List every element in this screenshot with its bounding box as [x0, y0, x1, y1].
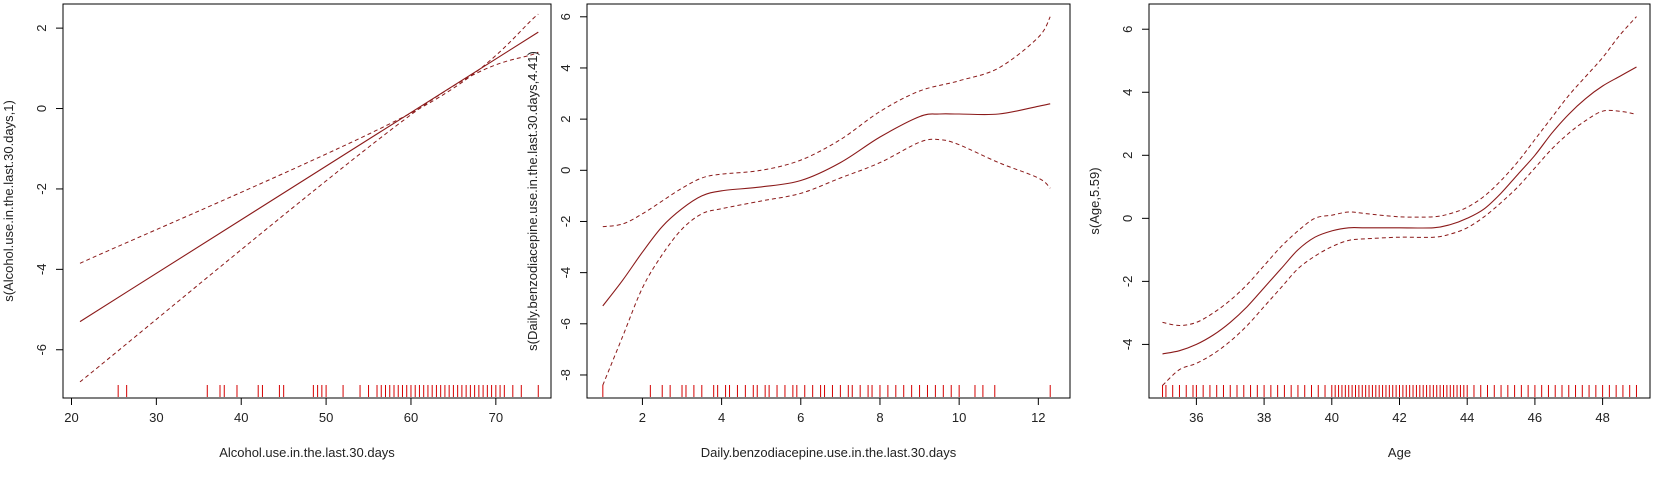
y-axis-label: s(Alcohol.use.in.the.last.30.days,1) [1, 100, 16, 302]
y-tick-label: 2 [34, 25, 49, 32]
x-tick-label: 2 [639, 410, 646, 425]
y-tick-label: 0 [1120, 215, 1135, 222]
y-tick-label: -2 [558, 216, 573, 228]
smooth-fit-line [602, 103, 1051, 307]
x-tick-label: 40 [234, 410, 248, 425]
y-tick-label: 4 [558, 64, 573, 71]
x-tick-label: 38 [1257, 410, 1271, 425]
panel-daily-benzodiacepine-use: 2 4 6 8 10 12 -8 -6 -4 -2 0 2 4 6 Daily.benzodiacepine… [525, 3, 1071, 460]
x-axis-label: Alcohol.use.in.the.last.30.days [219, 445, 395, 460]
x-tick-label: 42 [1392, 410, 1406, 425]
upper-confidence-line [1162, 16, 1637, 327]
y-tick-label: -4 [1120, 339, 1135, 351]
x-tick-label: 46 [1528, 410, 1542, 425]
x-tick-label: 40 [1325, 410, 1339, 425]
x-tick-label: 4 [718, 410, 725, 425]
x-tick-label: 44 [1460, 410, 1474, 425]
lower-confidence-line [1162, 109, 1637, 386]
x-tick-label: 12 [1031, 410, 1045, 425]
panel-alcohol-use: 20 30 40 50 60 70 -6 -4 -2 0 2 Alcohol.use.in.the.l… [1, 3, 552, 460]
upper-confidence-line [602, 16, 1051, 228]
lower-confidence-line [602, 138, 1051, 386]
x-axis-label: Age [1388, 445, 1411, 460]
y-tick-label: 0 [558, 167, 573, 174]
x-axis-label: Daily.benzodiacepine.use.in.the.last.30.… [701, 445, 957, 460]
plot-frame [586, 3, 1071, 399]
x-tick-label: 36 [1189, 410, 1203, 425]
y-tick-label: -2 [34, 183, 49, 195]
lower-confidence-line [79, 51, 539, 383]
plot-frame [62, 3, 552, 399]
y-axis-label: s(Daily.benzodiacepine.use.in.the.last.3… [525, 51, 540, 351]
y-tick-label: -2 [1120, 276, 1135, 288]
smooth-fit-line [1162, 66, 1637, 355]
x-tick-label: 70 [489, 410, 503, 425]
x-tick-label: 10 [952, 410, 966, 425]
x-tick-label: 8 [876, 410, 883, 425]
x-tick-label: 60 [404, 410, 418, 425]
plot-frame [1148, 3, 1651, 399]
upper-confidence-line [79, 13, 539, 264]
y-tick-label: -6 [34, 344, 49, 356]
y-tick-label: 2 [558, 116, 573, 123]
y-tick-label: 4 [1120, 89, 1135, 96]
x-tick-label: 20 [64, 410, 78, 425]
x-tick-label: 30 [149, 410, 163, 425]
smooth-fit-line [79, 31, 539, 323]
y-tick-label: -8 [558, 369, 573, 381]
x-tick-label: 50 [319, 410, 333, 425]
y-tick-label: 0 [34, 105, 49, 112]
y-axis-label: s(Age,5.59) [1087, 167, 1102, 234]
y-tick-label: 6 [558, 13, 573, 20]
x-tick-label: 6 [797, 410, 804, 425]
y-tick-label: -6 [558, 318, 573, 330]
y-tick-label: -4 [558, 267, 573, 279]
y-tick-label: 6 [1120, 26, 1135, 33]
y-tick-label: 2 [1120, 152, 1135, 159]
y-tick-label: -4 [34, 264, 49, 276]
x-tick-label: 48 [1595, 410, 1609, 425]
